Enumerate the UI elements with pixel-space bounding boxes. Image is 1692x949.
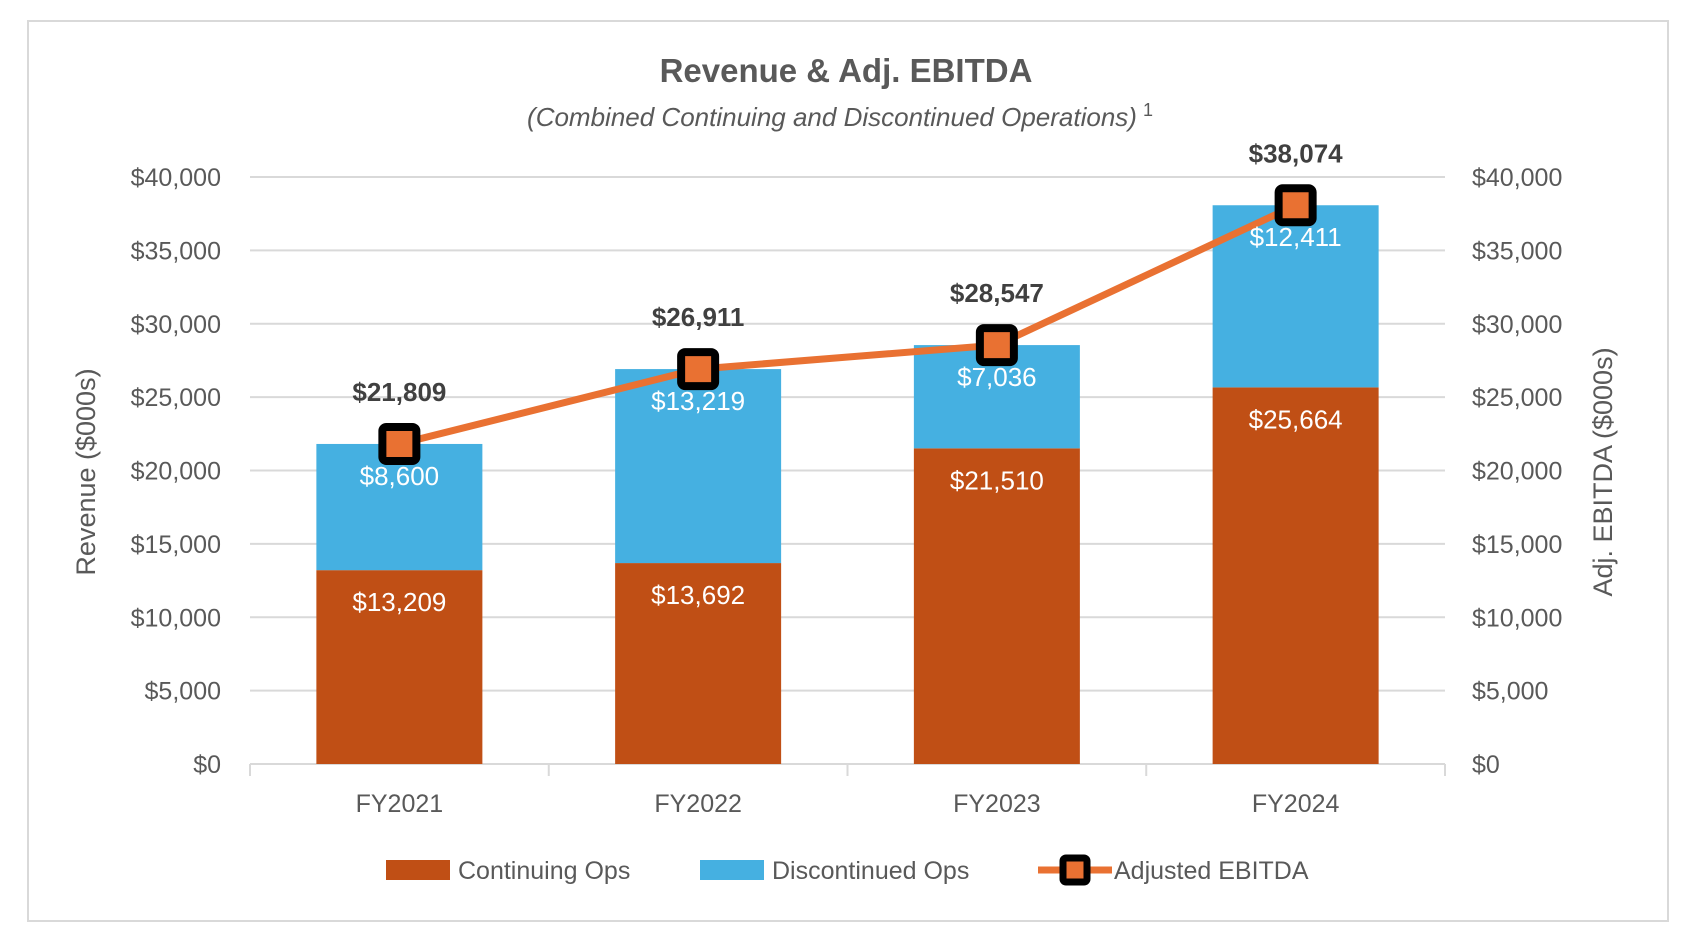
legend-swatch xyxy=(386,860,450,880)
y-tick-label: $10,000 xyxy=(131,604,221,632)
bar-continuing-ops xyxy=(913,448,1080,764)
ebitda-data-label: $38,074 xyxy=(1249,138,1344,168)
y-tick-label: $5,000 xyxy=(145,678,221,706)
bar-continuing-ops xyxy=(316,570,483,764)
data-label: $13,219 xyxy=(651,386,745,416)
ebitda-data-label: $21,809 xyxy=(352,377,446,407)
y-tick-label: $35,000 xyxy=(131,237,221,265)
bar-continuing-ops xyxy=(1212,387,1379,764)
y2-tick-label: $30,000 xyxy=(1472,311,1562,339)
bar-discontinued-ops xyxy=(316,443,483,571)
x-tick-label: FY2021 xyxy=(356,790,444,818)
y-tick-label: $0 xyxy=(193,751,221,779)
data-label: $25,664 xyxy=(1249,404,1343,434)
legend-label: Adjusted EBITDA xyxy=(1114,857,1309,885)
y-axis-title: Revenue ($000s) xyxy=(71,368,101,575)
marker-adjusted-ebitda xyxy=(975,324,1018,367)
data-label: $8,600 xyxy=(360,461,440,491)
data-label: $13,692 xyxy=(651,580,745,610)
legend-swatch xyxy=(700,860,764,880)
marker-adjusted-ebitda xyxy=(378,422,421,465)
legend-marker xyxy=(1059,854,1091,886)
y-tick-label: $25,000 xyxy=(131,384,221,412)
y-tick-label: $15,000 xyxy=(131,531,221,559)
bar-discontinued-ops xyxy=(1212,205,1379,388)
data-label: $21,510 xyxy=(950,465,1044,495)
subtitle-text: (Combined Continuing and Discontinued Op… xyxy=(527,102,1137,132)
chart-title: Revenue & Adj. EBITDA xyxy=(660,52,1033,89)
y2-axis-title: Adj. EBITDA ($000s) xyxy=(1588,347,1618,596)
y2-tick-label: $5,000 xyxy=(1472,678,1548,706)
y2-tick-label: $15,000 xyxy=(1472,531,1562,559)
x-tick-label: FY2024 xyxy=(1252,790,1340,818)
y-tick-label: $30,000 xyxy=(131,311,221,339)
y2-tick-label: $0 xyxy=(1472,751,1500,779)
chart-subtitle: (Combined Continuing and Discontinued Op… xyxy=(527,100,1153,132)
x-tick-label: FY2022 xyxy=(654,790,742,818)
y2-tick-label: $10,000 xyxy=(1472,604,1562,632)
y-tick-label: $40,000 xyxy=(131,164,221,192)
y2-tick-label: $35,000 xyxy=(1472,237,1562,265)
marker-adjusted-ebitda xyxy=(1274,184,1317,227)
ebitda-data-label: $28,547 xyxy=(950,278,1044,308)
data-label: $13,209 xyxy=(352,587,446,617)
legend-label: Discontinued Ops xyxy=(772,857,969,885)
bar-discontinued-ops xyxy=(615,369,782,564)
x-tick-label: FY2023 xyxy=(953,790,1041,818)
ebitda-data-label: $26,911 xyxy=(652,302,745,332)
data-label: $7,036 xyxy=(957,362,1037,392)
marker-adjusted-ebitda xyxy=(677,348,720,391)
data-label: $12,411 xyxy=(1250,222,1342,252)
y-tick-label: $20,000 xyxy=(131,458,221,486)
line-adjusted-ebitda xyxy=(398,202,1298,448)
bar-continuing-ops xyxy=(615,563,782,764)
subtitle-footnote: 1 xyxy=(1143,100,1153,120)
legend-label: Continuing Ops xyxy=(458,857,630,885)
y2-tick-label: $40,000 xyxy=(1472,164,1562,192)
y2-tick-label: $25,000 xyxy=(1472,384,1562,412)
y2-tick-label: $20,000 xyxy=(1472,458,1562,486)
